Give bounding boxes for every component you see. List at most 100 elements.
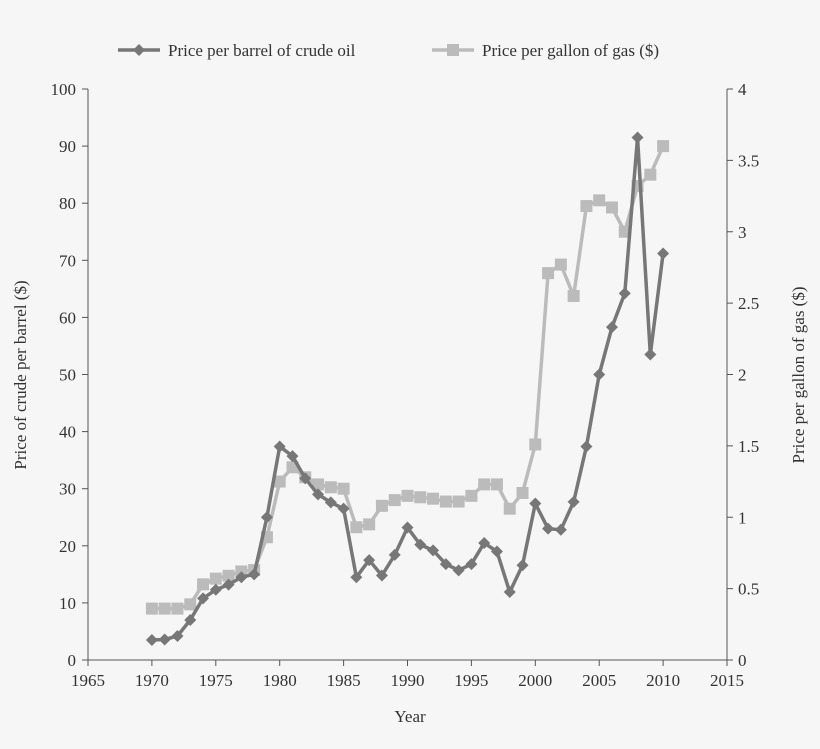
y-left-tick-label: 70 [59, 251, 76, 270]
data-point [197, 578, 210, 591]
legend-marker [133, 44, 145, 56]
series-line [151, 145, 665, 611]
data-point [401, 521, 414, 534]
y-axis-left-label: Price of crude per barrel ($) [11, 280, 30, 469]
data-point [490, 545, 503, 558]
data-point [171, 602, 184, 615]
data-point [337, 482, 350, 495]
data-point [375, 569, 388, 582]
data-point [580, 200, 593, 213]
y-right-tick-label: 1 [738, 508, 747, 527]
axes: 1965 1970 1975 1980 1985 1990 1995 2000 2005 2010… [51, 80, 760, 690]
data-point [375, 499, 388, 512]
y-right-tick-label: 4 [738, 80, 747, 99]
y-left-tick-label: 30 [59, 480, 76, 499]
data-point [171, 630, 184, 643]
data-point [657, 247, 670, 260]
data-point [478, 536, 491, 549]
data-point [145, 602, 158, 615]
data-point [516, 486, 529, 499]
x-tick-label: 1980 [263, 671, 297, 690]
data-point [452, 564, 465, 577]
data-point [593, 194, 606, 207]
data-point [363, 554, 376, 567]
data-point [184, 598, 197, 611]
legend-label: Price per barrel of crude oil [168, 41, 356, 60]
y-left-tick-label: 90 [59, 137, 76, 156]
data-point [414, 538, 427, 551]
data-point [465, 489, 478, 502]
y-left-tick-label: 80 [59, 194, 76, 213]
data-point [350, 521, 363, 534]
series-gas [145, 140, 670, 615]
data-point [503, 502, 516, 515]
data-point [554, 258, 567, 271]
legend-label: Price per gallon of gas ($) [482, 41, 659, 60]
data-point [222, 569, 235, 582]
data-point [222, 578, 235, 591]
x-tick-label: 2000 [518, 671, 552, 690]
data-point [312, 478, 325, 491]
data-point [605, 321, 618, 334]
data-point [542, 267, 555, 280]
data-point [593, 368, 606, 381]
data-point [414, 491, 427, 504]
data-point [529, 438, 542, 451]
y-left-tick-label: 20 [59, 537, 76, 556]
x-tick-label: 2005 [582, 671, 616, 690]
data-point [567, 495, 580, 508]
data-point [567, 289, 580, 302]
y-right-tick-label: 1.5 [738, 437, 759, 456]
data-point [452, 495, 465, 508]
x-tick-label: 1990 [391, 671, 425, 690]
x-tick-label: 1995 [454, 671, 488, 690]
legend: Price per barrel of crude oil Price per g… [118, 41, 659, 60]
data-point [605, 201, 618, 214]
data-point [260, 511, 273, 524]
data-point [248, 568, 261, 581]
data-point [465, 558, 478, 571]
y-right-tick-label: 2 [738, 366, 747, 385]
data-point [439, 558, 452, 571]
data-point [554, 523, 567, 536]
y-right-tick-label: 0 [738, 651, 747, 670]
data-point [388, 494, 401, 507]
data-point [657, 140, 670, 153]
y-left-tick-label: 100 [51, 80, 77, 99]
data-point [503, 586, 516, 599]
x-tick-label: 1985 [327, 671, 361, 690]
data-point [388, 548, 401, 561]
data-point [286, 450, 299, 463]
data-point [618, 287, 631, 300]
y-right-tick-label: 3.5 [738, 151, 759, 170]
data-point [631, 131, 644, 144]
data-point [209, 583, 222, 596]
data-point [299, 472, 312, 485]
data-point [401, 489, 414, 502]
data-point [158, 602, 171, 615]
data-point [209, 572, 222, 585]
data-point [478, 478, 491, 491]
series-layer [145, 131, 670, 647]
data-point [312, 488, 325, 501]
data-point [324, 481, 337, 494]
legend-item-gas: Price per gallon of gas ($) [432, 41, 659, 60]
data-point [235, 571, 248, 584]
y-left-tick-label: 40 [59, 423, 76, 442]
data-point [184, 614, 197, 627]
data-point [644, 348, 657, 361]
data-point [273, 475, 286, 488]
y-axis-right-label: Price per gallon of gas ($) [789, 286, 808, 463]
x-tick-label: 2015 [710, 671, 744, 690]
series-crude-oil [145, 131, 670, 647]
y-right-tick-label: 2.5 [738, 294, 759, 313]
y-right-tick-label: 3 [738, 223, 747, 242]
data-point [324, 496, 337, 509]
data-point [363, 518, 376, 531]
x-tick-label: 2010 [646, 671, 680, 690]
data-point [273, 440, 286, 453]
data-point [350, 571, 363, 584]
x-tick-label: 1965 [71, 671, 105, 690]
